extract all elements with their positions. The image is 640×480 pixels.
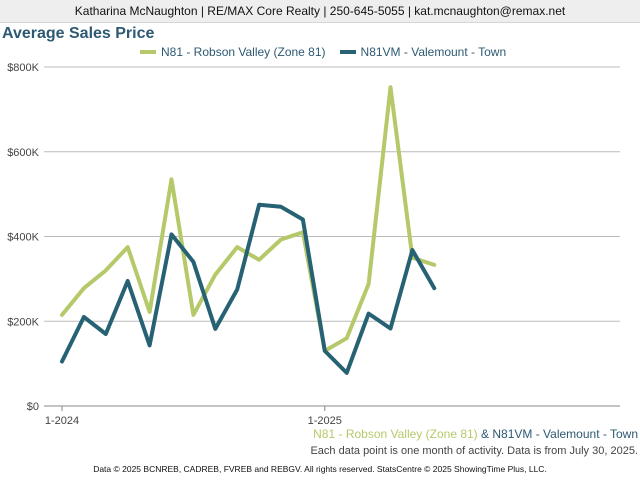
summary-series-2: N81VM - Valemount - Town — [492, 427, 638, 441]
legend-item-valemount: N81VM - Valemount - Town — [339, 45, 507, 59]
copyright-footer: Data © 2025 BCNREB, CADREB, FVREB and RE… — [93, 464, 547, 474]
y-tick-label: $400K — [7, 232, 39, 244]
chart-title: Average Sales Price — [2, 25, 155, 42]
x-tick-label: 1-2025 — [308, 415, 342, 427]
y-tick-label: $0 — [27, 401, 39, 413]
x-tick-label: 1-2024 — [45, 415, 79, 427]
data-note: Each data point is one month of activity… — [310, 445, 638, 457]
chart-legend: N81 - Robson Valley (Zone 81) N81VM - Va… — [140, 45, 520, 59]
y-tick-label: $600K — [7, 147, 39, 159]
y-tick-label: $200K — [7, 316, 39, 328]
legend-label-robson-valley: N81 - Robson Valley (Zone 81) — [161, 45, 326, 59]
summary-series-1: N81 - Robson Valley (Zone 81) — [313, 427, 478, 441]
series-line-valemount — [60, 202, 437, 375]
legend-swatch-valemount — [339, 50, 356, 54]
contact-text: Katharina McNaughton | RE/MAX Core Realt… — [74, 4, 566, 18]
contact-banner: Katharina McNaughton | RE/MAX Core Realt… — [0, 0, 640, 23]
legend-swatch-robson-valley — [140, 50, 156, 54]
legend-item-robson-valley: N81 - Robson Valley (Zone 81) — [140, 45, 326, 59]
series-line-robson-valley — [60, 85, 437, 353]
summary-amp: & — [481, 427, 490, 441]
legend-label-valemount: N81VM - Valemount - Town — [360, 45, 507, 59]
line-chart: $0 $200K $400K $600K $800K 1-2024 1-2025 — [7, 62, 620, 427]
y-tick-label: $800K — [7, 62, 39, 74]
series-summary: N81 - Robson Valley (Zone 81) & N81VM - … — [313, 427, 638, 441]
